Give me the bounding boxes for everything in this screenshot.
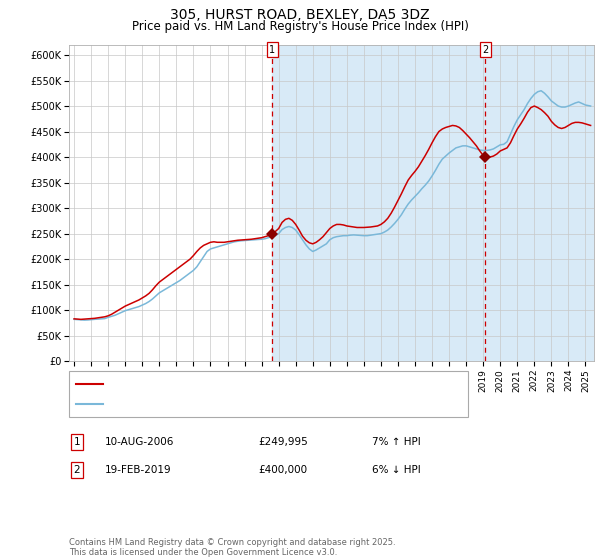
Text: 6% ↓ HPI: 6% ↓ HPI bbox=[372, 465, 421, 475]
Text: 2: 2 bbox=[482, 45, 488, 55]
Text: 2: 2 bbox=[73, 465, 80, 475]
Text: 10-AUG-2006: 10-AUG-2006 bbox=[105, 437, 175, 447]
Text: £249,995: £249,995 bbox=[258, 437, 308, 447]
Text: Contains HM Land Registry data © Crown copyright and database right 2025.
This d: Contains HM Land Registry data © Crown c… bbox=[69, 538, 395, 557]
Text: 305, HURST ROAD, BEXLEY, DA5 3DZ (semi-detached house): 305, HURST ROAD, BEXLEY, DA5 3DZ (semi-d… bbox=[107, 379, 407, 389]
Bar bbox=[272, 45, 594, 361]
Text: 19-FEB-2019: 19-FEB-2019 bbox=[105, 465, 172, 475]
Text: 1: 1 bbox=[73, 437, 80, 447]
Text: 7% ↑ HPI: 7% ↑ HPI bbox=[372, 437, 421, 447]
Text: HPI: Average price, semi-detached house, Bexley: HPI: Average price, semi-detached house,… bbox=[107, 399, 348, 409]
Text: Price paid vs. HM Land Registry's House Price Index (HPI): Price paid vs. HM Land Registry's House … bbox=[131, 20, 469, 32]
Text: 305, HURST ROAD, BEXLEY, DA5 3DZ: 305, HURST ROAD, BEXLEY, DA5 3DZ bbox=[170, 8, 430, 22]
Text: £400,000: £400,000 bbox=[258, 465, 307, 475]
Text: 1: 1 bbox=[269, 45, 275, 55]
